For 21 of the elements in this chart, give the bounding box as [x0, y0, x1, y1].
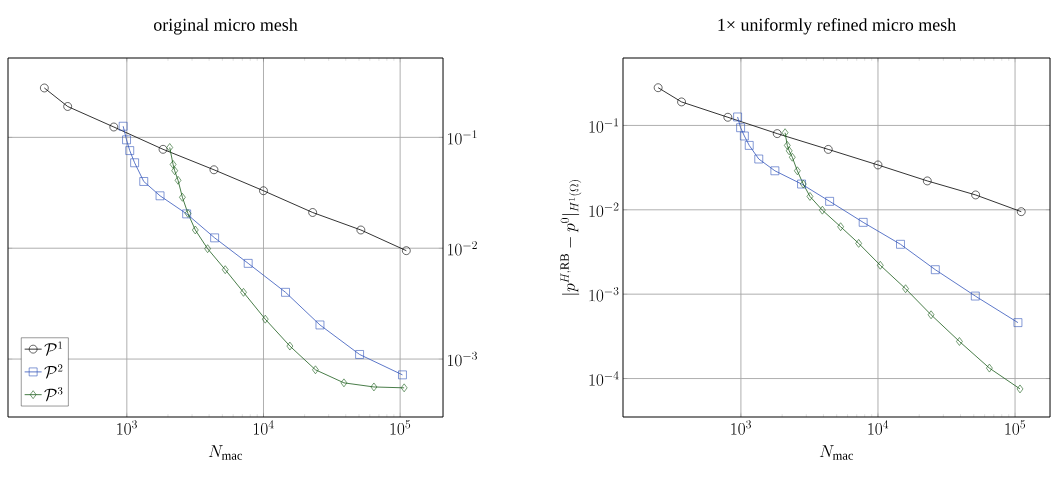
y-tick-label: $10^{-3}$ — [589, 286, 619, 302]
x-tick-label: $10^{5}$ — [390, 420, 411, 435]
chart-title: 1× uniformly refined micro mesh — [718, 18, 956, 35]
y-tick-label: $10^{-4}$ — [589, 371, 619, 386]
x-tick-label: $10^{4}$ — [868, 420, 889, 435]
y-tick-label: $10^{-2}$ — [448, 240, 477, 256]
y-tick-label: $10^{-1}$ — [589, 118, 619, 133]
legend-label: $\mathcal{P}^2$ — [44, 364, 63, 379]
legend-label: $\mathcal{P}^3$ — [44, 387, 63, 402]
x-tick-label: $10^{4}$ — [253, 420, 274, 435]
y-tick-label: $10^{-1}$ — [448, 130, 477, 145]
y-tick-label: $10^{-3}$ — [448, 351, 477, 367]
legend-label: $\mathcal{P}^1$ — [44, 341, 62, 356]
x-tick-label: $10^{3}$ — [117, 420, 137, 435]
chart-title: original micro mesh — [153, 18, 298, 35]
x-axis-title: $N_{\mathrm{mac}}$ — [819, 445, 854, 460]
y-axis-title: $|p^{H,\mathrm{RB}}-p^{0}|_{H^{1}(\Omega)}$ — [560, 180, 582, 295]
x-tick-label: $10^{3}$ — [731, 420, 751, 435]
x-axis-title: $N_{\mathrm{mac}}$ — [208, 445, 243, 460]
y-tick-label: $10^{-2}$ — [589, 202, 619, 218]
x-tick-label: $10^{5}$ — [1005, 420, 1026, 435]
